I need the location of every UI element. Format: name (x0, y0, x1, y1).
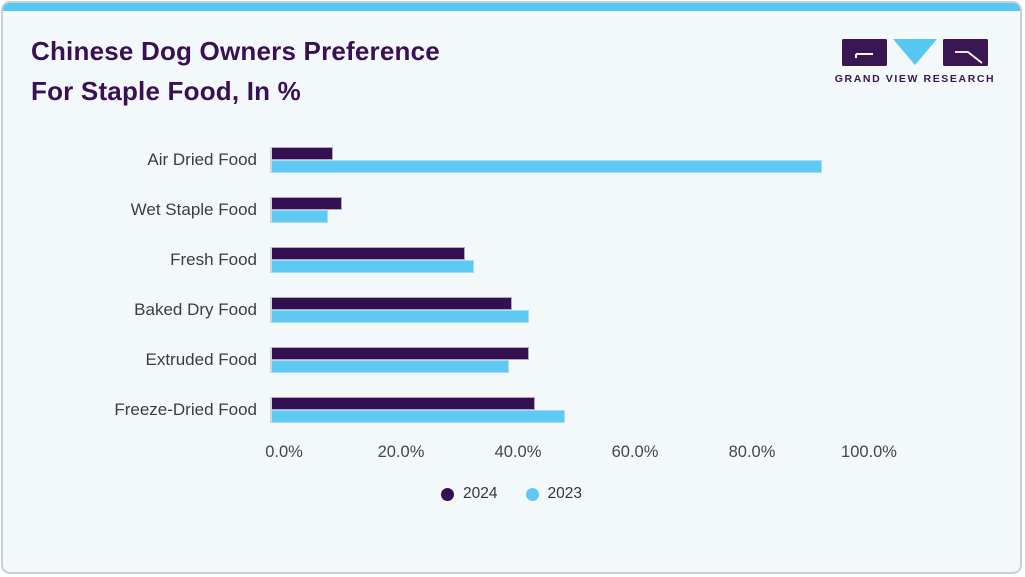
bar-2024-fresh-food (272, 247, 466, 260)
chart-legend: 2024 2023 (3, 485, 1020, 503)
x-tick-80-0-: 80.0% (728, 443, 776, 461)
title-line-2: For Staple Food, In % (31, 76, 301, 106)
bar-2024-baked-dry-food (272, 297, 512, 310)
bar-chart: Air Dried Food Wet Staple Food Fresh Food B… (3, 135, 1020, 503)
bar-2023-wet-staple-food (272, 210, 328, 223)
bar-2023-baked-dry-food (272, 310, 530, 323)
x-tick-100-0-: 100.0% (841, 443, 897, 461)
title-line-1: Chinese Dog Owners Preference (31, 36, 440, 66)
legend-item-2023: 2023 (525, 485, 582, 503)
bar-2023-air-dried-food (272, 160, 822, 173)
bar-group-fresh-food (270, 247, 1020, 273)
bar-2024-extruded-food (272, 347, 530, 360)
x-axis-ticks: 0.0% 20.0% 40.0% 60.0% 80.0% 100.0% (265, 443, 1020, 471)
chart-row-wet-staple-food: Wet Staple Food (3, 185, 1020, 235)
category-label-freeze-dried-food: Freeze-Dried Food (114, 400, 257, 419)
bar-group-baked-dry-food (270, 297, 1020, 323)
chart-row-baked-dry-food: Baked Dry Food (3, 285, 1020, 335)
legend-item-2024: 2024 (441, 485, 498, 503)
x-tick-20-0-: 20.0% (377, 443, 425, 461)
gvr-logo-icon (842, 39, 988, 66)
chart-row-extruded-food: Extruded Food (3, 335, 1020, 385)
legend-dot-2023 (525, 487, 539, 501)
category-label-extruded-food: Extruded Food (145, 350, 257, 369)
bar-2024-air-dried-food (272, 147, 334, 160)
chart-row-air-dried-food: Air Dried Food (3, 135, 1020, 185)
bar-2023-fresh-food (272, 260, 474, 273)
category-label-fresh-food: Fresh Food (170, 250, 257, 269)
chart-rows: Air Dried Food Wet Staple Food Fresh Food B… (3, 135, 1020, 435)
bar-2024-freeze-dried-food (272, 397, 536, 410)
bar-2023-extruded-food (272, 360, 509, 373)
bar-group-wet-staple-food (270, 197, 1020, 223)
category-label-baked-dry-food: Baked Dry Food (134, 300, 257, 319)
x-tick-0-0-: 0.0% (265, 443, 303, 461)
x-tick-60-0-: 60.0% (611, 443, 659, 461)
bar-group-air-dried-food (270, 147, 1020, 173)
bar-group-extruded-food (270, 347, 1020, 373)
legend-dot-2024 (441, 487, 455, 501)
bar-group-freeze-dried-food (270, 397, 1020, 423)
x-tick-40-0-: 40.0% (494, 443, 542, 461)
category-label-air-dried-food: Air Dried Food (147, 150, 257, 169)
chart-row-fresh-food: Fresh Food (3, 235, 1020, 285)
chart-row-freeze-dried-food: Freeze-Dried Food (3, 385, 1020, 435)
header: Chinese Dog Owners Preference For Staple… (3, 11, 1020, 111)
legend-label-2024: 2024 (463, 485, 498, 502)
grand-view-research-logo: GRAND VIEW RESEARCH (835, 39, 994, 85)
top-accent-bar (3, 3, 1020, 11)
legend-label-2023: 2023 (547, 485, 582, 502)
category-label-wet-staple-food: Wet Staple Food (130, 200, 257, 219)
bar-2023-freeze-dried-food (272, 410, 565, 423)
logo-text: GRAND VIEW RESEARCH (834, 73, 996, 85)
page-title: Chinese Dog Owners Preference For Staple… (31, 31, 440, 111)
bar-2024-wet-staple-food (272, 197, 343, 210)
